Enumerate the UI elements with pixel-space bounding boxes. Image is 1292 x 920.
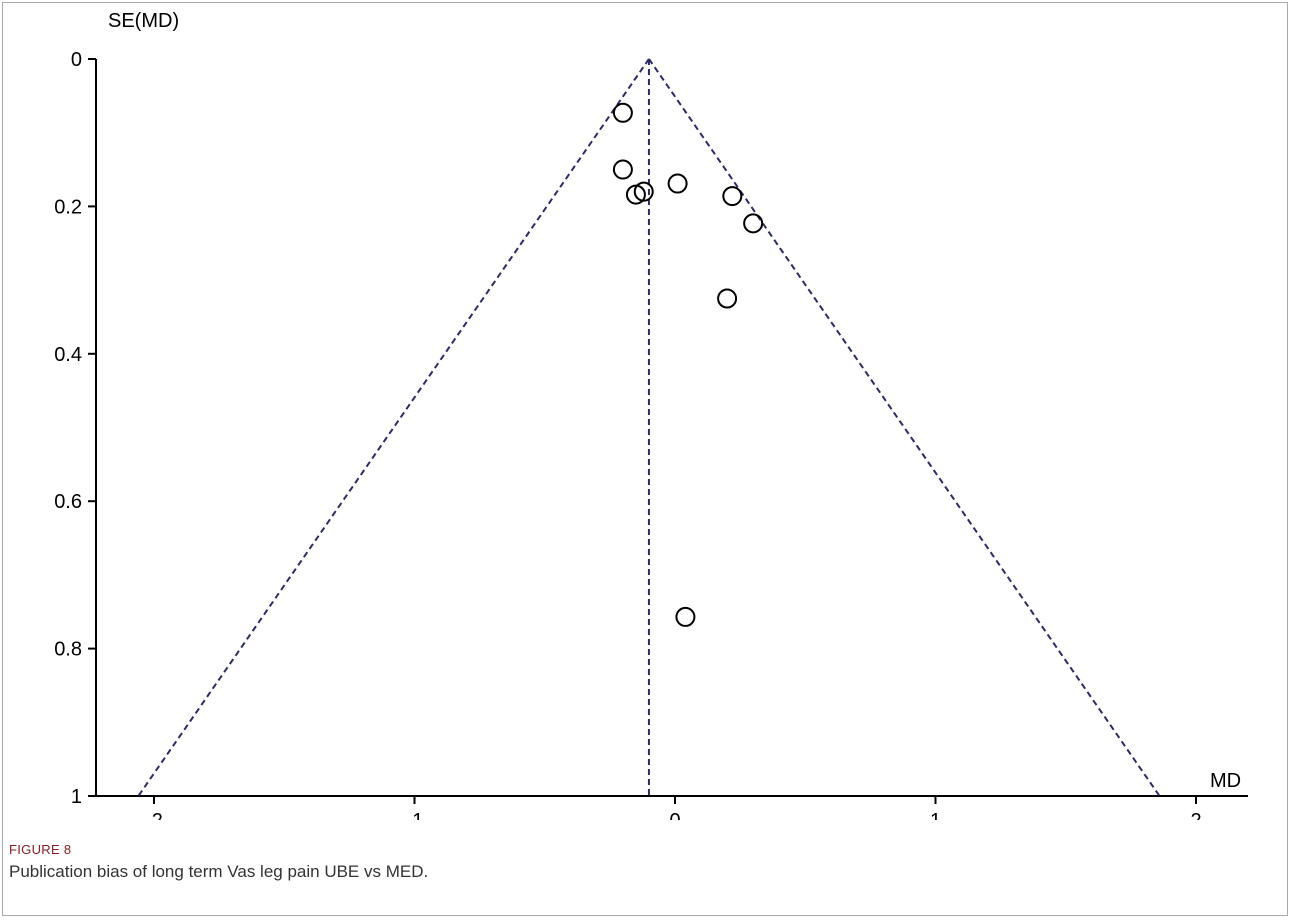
y-tick-label: 0.6	[54, 491, 82, 513]
y-axis-title: SE(MD)	[108, 10, 179, 32]
axes: 0 0.2 0.4 0.6 0.8 1 -2 -1 0 1 2	[54, 49, 1248, 820]
study-point	[717, 288, 738, 309]
figure-caption: Publication bias of long term Vas leg pa…	[9, 862, 429, 881]
funnel-lines	[137, 58, 1161, 797]
study-point	[633, 181, 654, 202]
funnel-right-line	[648, 58, 1161, 797]
study-point	[722, 186, 743, 207]
figure-label: FIGURE 8	[9, 842, 72, 857]
study-point	[667, 173, 688, 194]
x-tick-label: -1	[406, 810, 424, 820]
study-point	[612, 102, 633, 123]
study-point	[675, 606, 696, 627]
y-tick-label: 0.2	[54, 196, 82, 218]
y-tick-label: 0	[71, 49, 82, 71]
study-point	[743, 213, 764, 234]
y-tick-label: 0.8	[54, 639, 82, 661]
x-axis-title: MD	[1210, 770, 1241, 792]
y-tick-label: 0.4	[54, 344, 82, 366]
data-points	[612, 102, 764, 627]
x-tick-label: -2	[145, 810, 163, 820]
x-tick-label: 2	[1190, 810, 1201, 820]
y-tick-label: 1	[71, 786, 82, 808]
study-point	[612, 159, 633, 180]
x-tick-label: 1	[930, 810, 941, 820]
x-tick-label: 0	[669, 810, 680, 820]
funnel-left-line	[137, 58, 650, 797]
funnel-plot: 0 0.2 0.4 0.6 0.8 1 -2 -1 0 1 2 SE(MD) MD	[54, 10, 1248, 820]
